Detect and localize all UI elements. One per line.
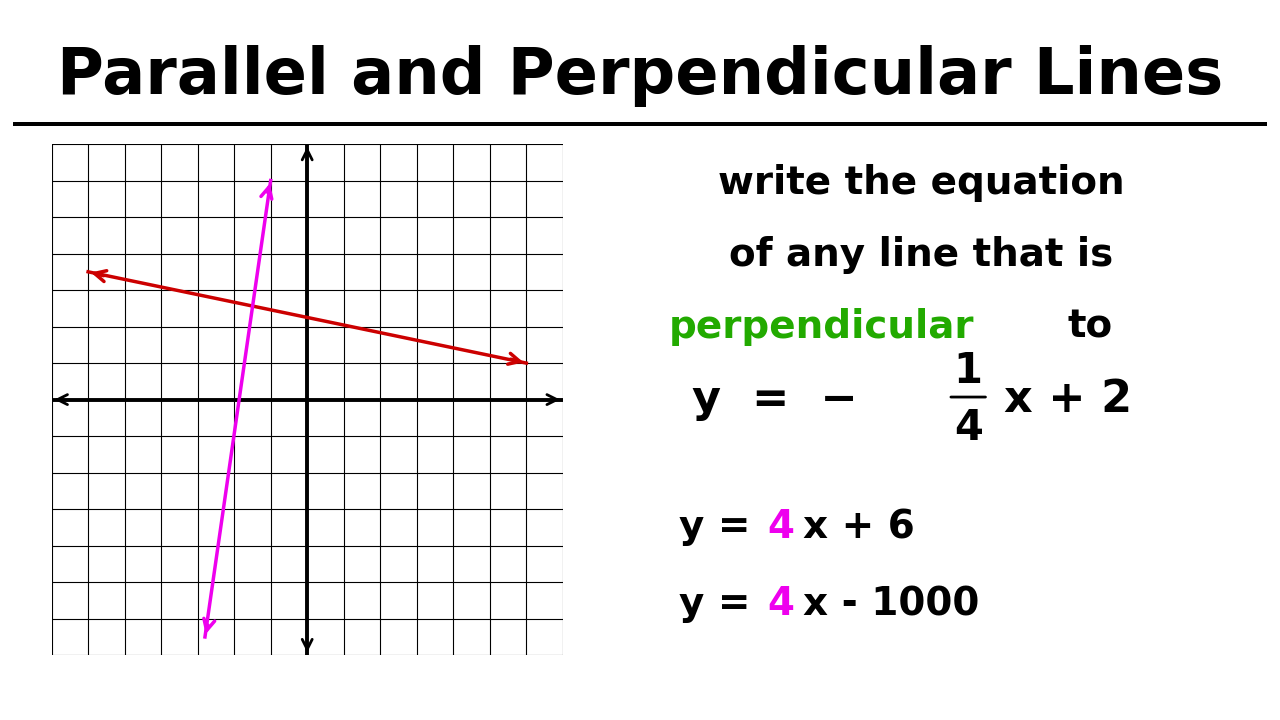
Text: x + 6: x + 6 xyxy=(804,508,915,546)
Text: to: to xyxy=(1068,307,1112,346)
Text: 4: 4 xyxy=(768,585,795,623)
Text: x - 1000: x - 1000 xyxy=(804,585,979,623)
Text: perpendicular: perpendicular xyxy=(668,307,974,346)
Text: write the equation: write the equation xyxy=(718,164,1125,202)
Text: of any line that is: of any line that is xyxy=(730,236,1114,274)
Text: 4: 4 xyxy=(768,508,795,546)
Text: y  =  −: y = − xyxy=(692,378,858,421)
Text: 1: 1 xyxy=(954,351,983,392)
Text: Parallel and Perpendicular Lines: Parallel and Perpendicular Lines xyxy=(56,45,1224,107)
Text: y =: y = xyxy=(678,585,764,623)
Text: 4: 4 xyxy=(954,407,983,449)
Text: x + 2: x + 2 xyxy=(1004,378,1132,421)
Text: y =: y = xyxy=(678,508,764,546)
